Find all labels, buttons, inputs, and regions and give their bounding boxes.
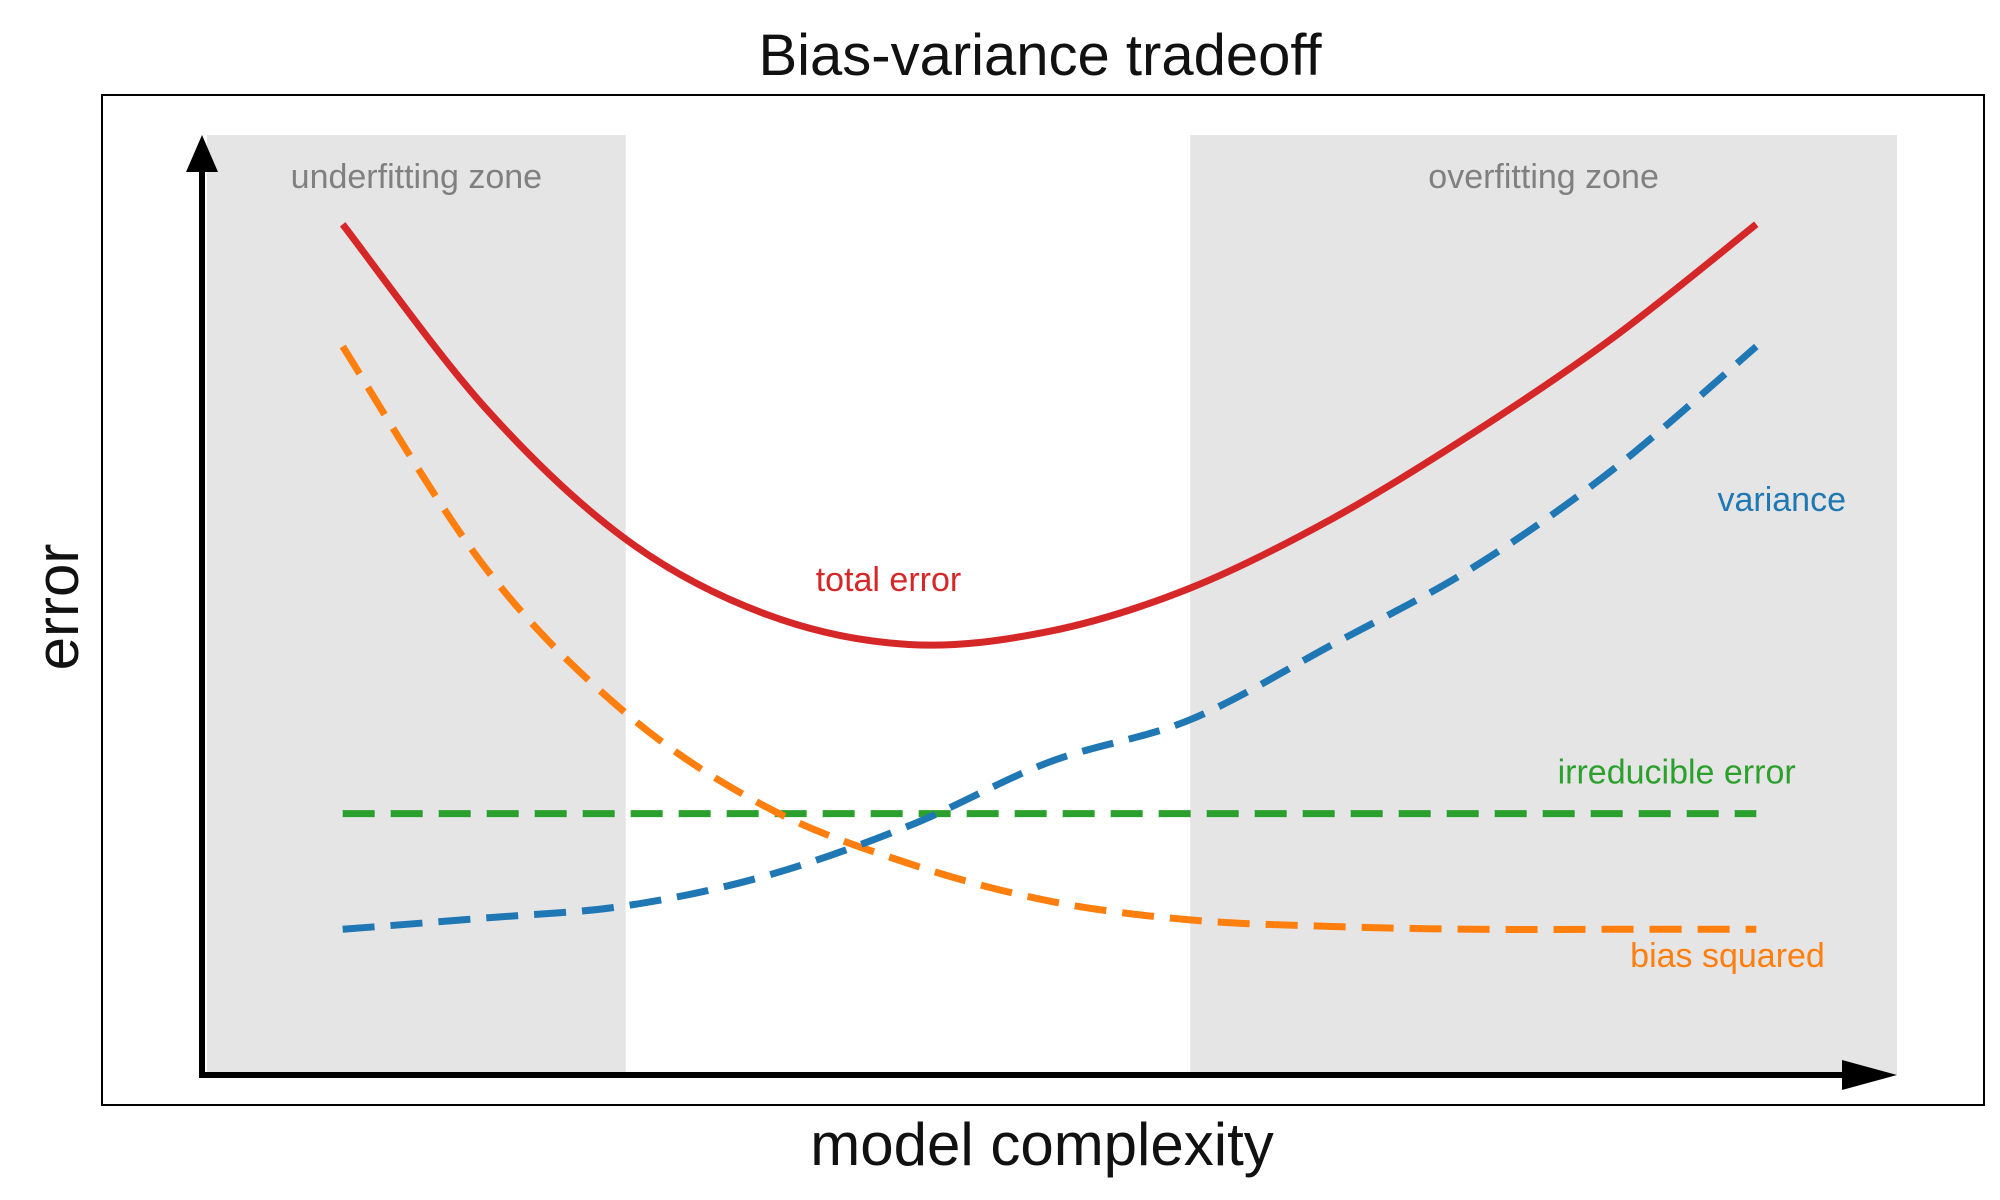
- underfitting-zone-label: underfitting zone: [291, 158, 542, 196]
- bias-squared-line: [339, 344, 1757, 934]
- bias-squared-label: bias squared: [1630, 937, 1825, 975]
- overfitting-zone-label: overfitting zone: [1428, 158, 1659, 196]
- total-error-label: total error: [816, 561, 962, 599]
- variance-line: [342, 343, 1759, 933]
- y-axis-label: error: [24, 544, 91, 671]
- irreducible-error-label: irreducible error: [1558, 754, 1796, 792]
- labels-layer: total error variance irreducible error bias…: [816, 481, 1846, 975]
- chart-title: Bias-variance tradeoff: [758, 23, 1322, 88]
- x-axis-label: model complexity: [810, 1111, 1274, 1178]
- series-layer: [339, 221, 1759, 934]
- overfitting-zone: [1190, 135, 1897, 1075]
- variance-label: variance: [1717, 481, 1846, 519]
- total-error-line: [339, 221, 1759, 649]
- plot-frame: [101, 94, 1985, 1106]
- y-axis-arrow-icon: [186, 135, 218, 172]
- underfitting-zone: [207, 135, 626, 1075]
- zones-layer: underfitting zone overfitting zone: [207, 135, 1897, 1075]
- x-axis-arrow-icon: [1842, 1060, 1897, 1090]
